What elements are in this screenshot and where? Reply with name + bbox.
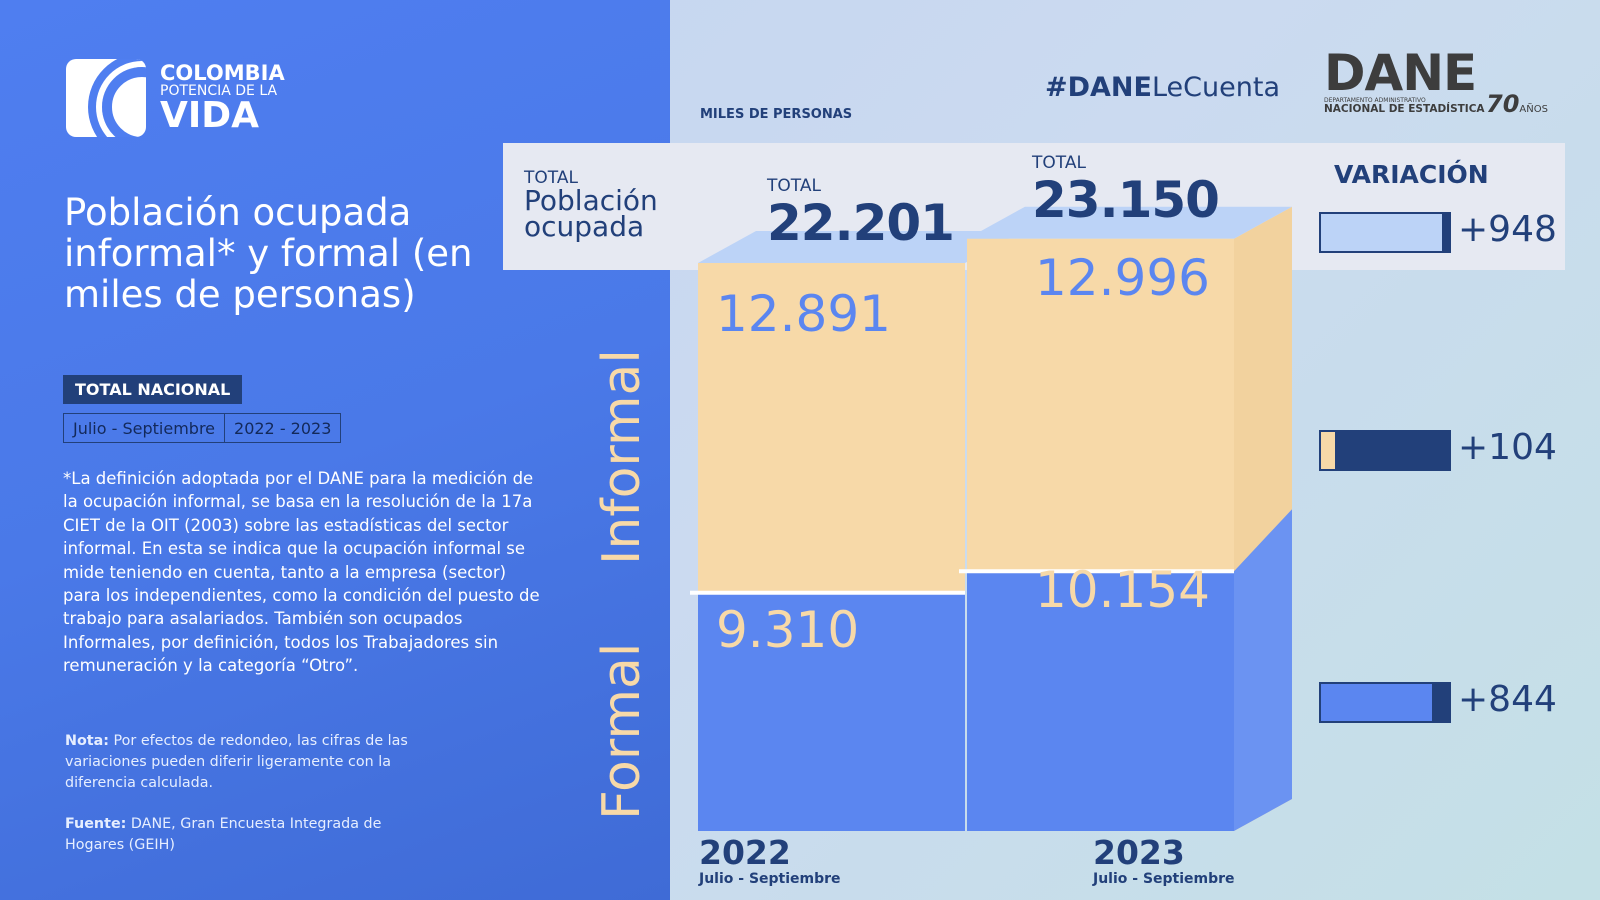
formal-axis-label: Formal bbox=[592, 642, 652, 820]
anniversary-logo: 70AÑOS bbox=[1486, 90, 1548, 118]
period-label-2023: Julio - Septiembre bbox=[1093, 871, 1235, 887]
brand-line3: VIDA bbox=[160, 94, 259, 136]
poblacion-total-label: TOTAL bbox=[524, 168, 578, 188]
anniversary-label: AÑOS bbox=[1519, 104, 1548, 115]
bar-informal-2023 bbox=[967, 238, 1234, 572]
period-years: 2022 - 2023 bbox=[224, 414, 340, 442]
hashtag-bold: #DANE bbox=[1045, 72, 1152, 103]
informal-value-2023: 12.996 bbox=[1035, 248, 1210, 307]
brand-line1: COLOMBIA bbox=[160, 60, 285, 85]
year-label-2022: 2022 bbox=[699, 833, 791, 872]
source-text: DANE, Gran Encuesta Integrada de Hogares… bbox=[65, 816, 382, 853]
scope-badge: TOTAL NACIONAL bbox=[63, 375, 243, 404]
definition-text: *La definición adoptada por el DANE para… bbox=[63, 469, 540, 676]
note-label: Nota: bbox=[65, 733, 109, 749]
note: Nota: Por efectos de redondeo, las cifra… bbox=[65, 731, 425, 794]
brand-line2: POTENCIA DE LA bbox=[160, 82, 278, 99]
colombia-logo-icon bbox=[66, 59, 146, 137]
page-title: Población ocupada informal* y formal (en… bbox=[64, 191, 473, 316]
period-months: Julio - Septiembre bbox=[73, 419, 216, 438]
poblacion-header: TOTAL Población ocupada bbox=[524, 168, 704, 243]
period-label-2022: Julio - Septiembre bbox=[699, 871, 841, 887]
dane-logo: DANE DEPARTAMENTO ADMINISTRATIVO NACIONA… bbox=[1324, 48, 1485, 115]
dane-logo-name: DANE bbox=[1324, 44, 1477, 102]
total-label-2023: TOTAL bbox=[1032, 153, 1086, 173]
variation-fill-total bbox=[1442, 213, 1450, 252]
bar-formal-2022 bbox=[698, 592, 965, 831]
variation-value-informal: +104 bbox=[1458, 427, 1557, 468]
informal-axis-label: Informal bbox=[592, 349, 652, 565]
total-value-2022: 22.201 bbox=[767, 194, 955, 252]
dane-logo-sub2: NACIONAL DE ESTADÍSTICA bbox=[1324, 103, 1485, 115]
units-label: MILES DE PERSONAS bbox=[700, 107, 853, 122]
colombia-logo: COLOMBIA POTENCIA DE LA VIDA bbox=[66, 59, 285, 137]
informal-value-2022: 12.891 bbox=[716, 285, 891, 343]
variation-fill-formal bbox=[1432, 683, 1450, 722]
hashtag-rest: LeCuenta bbox=[1151, 72, 1280, 103]
year-label-2023: 2023 bbox=[1093, 833, 1185, 872]
variation-bar-total bbox=[1319, 212, 1451, 253]
formal-value-2023: 10.154 bbox=[1035, 561, 1210, 620]
bar-top-total bbox=[967, 206, 1292, 239]
variation-value-total: +948 bbox=[1458, 209, 1557, 250]
variation-value-formal: +844 bbox=[1458, 679, 1557, 720]
total-value-2023: 23.150 bbox=[1032, 171, 1220, 229]
dane-logo-sub1: DEPARTAMENTO ADMINISTRATIVO bbox=[1324, 97, 1426, 104]
formal-value-2022: 9.310 bbox=[716, 600, 860, 659]
variation-bar-formal bbox=[1319, 682, 1451, 723]
variacion-header: VARIACIÓN bbox=[1334, 160, 1489, 189]
anniversary-number: 70 bbox=[1486, 90, 1520, 118]
total-label-2022: TOTAL bbox=[767, 176, 821, 196]
variation-bar-informal bbox=[1319, 430, 1451, 471]
source: Fuente: DANE, Gran Encuesta Integrada de… bbox=[65, 814, 425, 856]
note-text: Por efectos de redondeo, las cifras de l… bbox=[65, 733, 408, 791]
bar-side-formal bbox=[1234, 509, 1292, 831]
bar-formal-2023 bbox=[967, 571, 1234, 831]
hashtag: #DANELeCuenta bbox=[1045, 72, 1280, 103]
bar-informal-2022 bbox=[698, 263, 965, 593]
variation-fill-informal bbox=[1321, 432, 1335, 469]
poblacion-label: Población ocupada bbox=[524, 184, 658, 243]
bar-top-total bbox=[698, 231, 1023, 263]
period-box: Julio - Septiembre 2022 - 2023 bbox=[63, 413, 342, 443]
source-label: Fuente: bbox=[65, 816, 127, 832]
